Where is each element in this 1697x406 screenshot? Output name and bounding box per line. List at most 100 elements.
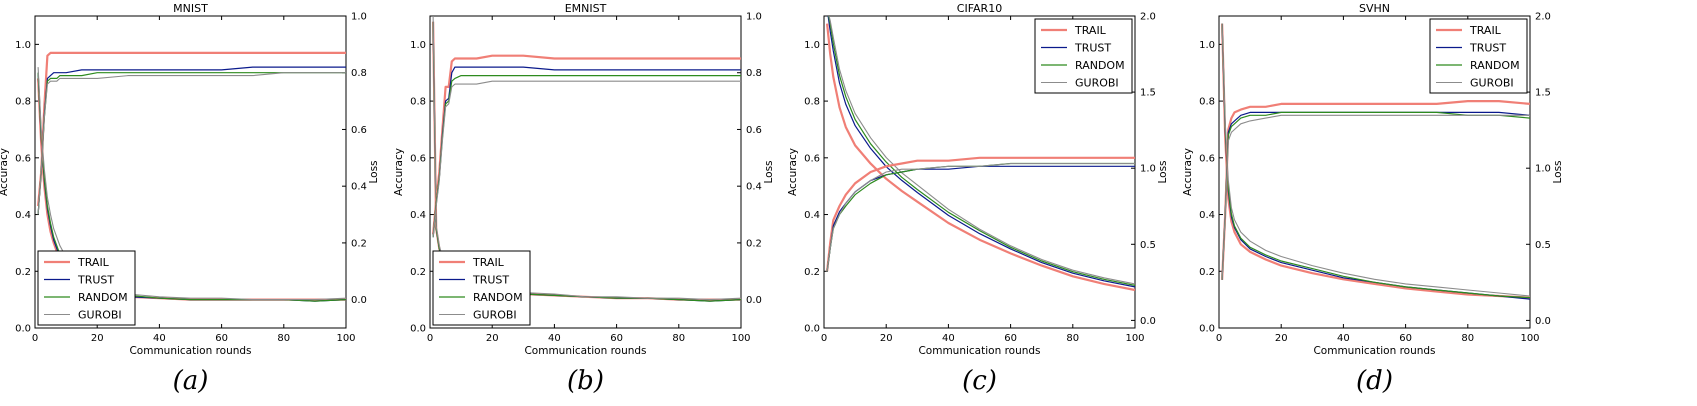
accuracy-line-random <box>432 74 741 238</box>
x-tick-label: 100 <box>1125 333 1144 344</box>
chart-title: EMNIST <box>565 2 607 15</box>
y-tick-label-right: 0.5 <box>1535 240 1551 251</box>
y-tick-label-right: 1.5 <box>1140 88 1156 99</box>
legend-box <box>1034 18 1133 94</box>
accuracy-line-gurobi <box>432 80 741 238</box>
legend-box <box>432 250 531 326</box>
legend-label-trust: TRUST <box>1074 42 1111 55</box>
panel-svhn: SVHN 0 20 40 60 80 100 0.0 0.2 0.4 0.6 0.8 1.0 0.0 0.5… <box>1182 2 1564 396</box>
loss-line-trust <box>827 16 1135 288</box>
y-tick-label-right: 1.0 <box>1535 164 1551 175</box>
x-tick-label: 40 <box>942 333 955 344</box>
y-tick-label-right: 2.0 <box>1535 12 1551 23</box>
y-tick-label-right: 0.8 <box>746 68 762 79</box>
y-axis-label-right: Loss <box>1157 160 1169 183</box>
accuracy-line-trail <box>37 51 346 207</box>
y-tick-label-right: 2.0 <box>1140 12 1156 23</box>
y-tick-label-right: 1.0 <box>351 12 367 23</box>
x-tick-label: 0 <box>1216 333 1222 344</box>
legend-label-gurobi: GUROBI <box>78 309 122 322</box>
y-tick-label-left: 1.0 <box>410 40 426 51</box>
legend: TRAIL TRUST RANDOM GUROBI <box>1034 18 1133 94</box>
legend: TRAIL TRUST RANDOM GUROBI <box>432 250 531 326</box>
y-tick-label-left: 1.0 <box>1199 40 1215 51</box>
x-tick-label: 80 <box>1066 333 1079 344</box>
x-tick-label: 20 <box>880 333 893 344</box>
x-axis-label: Communication rounds <box>524 345 646 357</box>
series-lines <box>1221 23 1530 300</box>
y-tick-label-left: 0.2 <box>804 267 820 278</box>
plot-frame <box>34 15 347 329</box>
y-tick-label-right: 0.2 <box>746 238 762 249</box>
y-tick-label-left: 0.4 <box>410 210 426 221</box>
loss-line-gurobi <box>1221 23 1530 297</box>
loss-line-trail <box>826 23 1135 292</box>
y-tick-label-left: 0.8 <box>410 97 426 108</box>
subcaption: (d) <box>1356 366 1393 396</box>
y-tick-label-left: 0.0 <box>804 324 820 335</box>
x-axis-label: Communication rounds <box>918 345 1040 357</box>
y-tick-label-left: 0.6 <box>410 153 426 164</box>
accuracy-line-trail <box>432 54 741 235</box>
accuracy-line-gurobi <box>826 162 1135 272</box>
chart-title: CIFAR10 <box>957 2 1002 15</box>
subcaption: (b) <box>567 366 604 396</box>
y-axis-label-left: Accuracy <box>0 148 10 196</box>
y-tick-label-left: 1.0 <box>15 40 31 51</box>
y-axis-label-left: Accuracy <box>393 148 405 196</box>
panel-emnist: EMNIST 0 20 40 60 80 100 0.0 0.2 0.4 0.6 0.8 1.0 0.0 0… <box>393 2 775 396</box>
y-axis-label-right: Loss <box>1552 160 1564 183</box>
y-tick-label-left: 0.8 <box>804 97 820 108</box>
y-tick-label-right: 0.8 <box>351 68 367 79</box>
y-tick-label-left: 0.6 <box>15 153 31 164</box>
legend: TRAIL TRUST RANDOM GUROBI <box>37 250 136 326</box>
y-tick-label-right: 0.4 <box>351 182 367 193</box>
accuracy-line-trust <box>1221 111 1530 280</box>
x-tick-label: 80 <box>277 333 290 344</box>
y-tick-label-left: 1.0 <box>804 40 820 51</box>
x-tick-label: 0 <box>821 333 827 344</box>
x-tick-label: 40 <box>153 333 166 344</box>
x-tick-label: 0 <box>427 333 433 344</box>
legend-label-gurobi: GUROBI <box>1470 77 1514 90</box>
accuracy-line-trust <box>37 66 346 215</box>
legend-label-trail: TRAIL <box>472 256 505 269</box>
panel-mnist: MNIST 0 20 40 60 80 100 0.0 0.2 0.4 0.6 0.8 1.0 0.0 0.… <box>0 2 380 396</box>
legend: TRAIL TRUST RANDOM GUROBI <box>1429 18 1528 94</box>
y-tick-label-right: 1.0 <box>746 12 762 23</box>
legend-label-random: RANDOM <box>1075 59 1125 72</box>
x-tick-label: 60 <box>215 333 228 344</box>
accuracy-line-random <box>1221 111 1530 280</box>
subcaption: (a) <box>173 366 209 396</box>
loss-line-random <box>1221 23 1530 299</box>
y-tick-label-right: 0.6 <box>746 125 762 136</box>
y-tick-label-left: 0.6 <box>1199 153 1215 164</box>
y-tick-label-left: 0.8 <box>15 97 31 108</box>
y-tick-label-left: 0.4 <box>1199 210 1215 221</box>
x-tick-label: 100 <box>731 333 750 344</box>
plot-frame <box>823 15 1136 329</box>
legend-label-gurobi: GUROBI <box>1075 77 1119 90</box>
y-tick-label-left: 0.2 <box>1199 267 1215 278</box>
x-tick-label: 20 <box>486 333 499 344</box>
legend-label-random: RANDOM <box>1470 59 1520 72</box>
y-tick-label-left: 0.0 <box>410 324 426 335</box>
y-tick-label-left: 0.4 <box>15 210 31 221</box>
x-tick-label: 40 <box>548 333 561 344</box>
plot-frame <box>1218 15 1531 329</box>
legend-label-trust: TRUST <box>472 274 509 287</box>
x-tick-label: 60 <box>1004 333 1017 344</box>
y-tick-label-right: 0.0 <box>351 295 367 306</box>
x-tick-label: 40 <box>1337 333 1350 344</box>
legend-label-trust: TRUST <box>77 274 114 287</box>
plot-frame <box>429 15 742 329</box>
legend-label-random: RANDOM <box>473 291 523 304</box>
accuracy-line-trail <box>1221 99 1530 280</box>
y-tick-label-left: 0.8 <box>1199 97 1215 108</box>
loss-line-random <box>828 16 1135 286</box>
y-tick-label-right: 0.5 <box>1140 240 1156 251</box>
accuracy-line-gurobi <box>1221 114 1530 280</box>
y-tick-label-left: 0.2 <box>410 267 426 278</box>
y-tick-label-left: 0.0 <box>15 324 31 335</box>
